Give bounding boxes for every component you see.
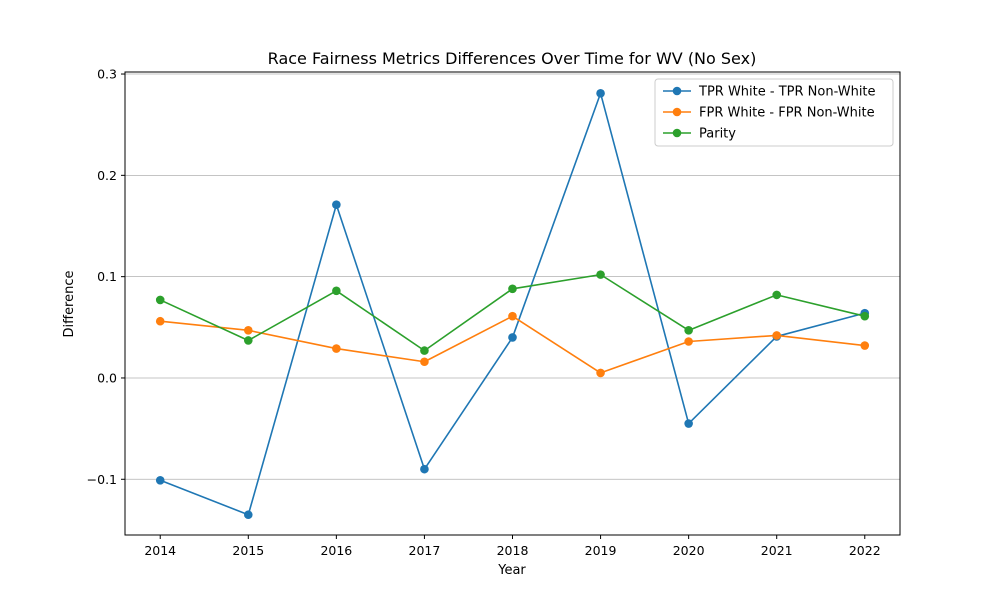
- legend-marker: [672, 128, 682, 138]
- data-point: [243, 510, 253, 520]
- y-tick-label: 0.0: [97, 370, 117, 385]
- x-axis-ticks: 2014 2015 2016 2017 2018 2019 2020 2021 2022: [144, 535, 881, 558]
- y-tick-label: 0.2: [97, 168, 117, 183]
- data-point: [155, 475, 165, 485]
- x-tick-label: 2016: [320, 543, 352, 558]
- x-tick-label: 2014: [144, 543, 176, 558]
- data-point: [332, 286, 341, 296]
- data-point: [860, 341, 870, 350]
- chart-title: Race Fairness Metrics Differences Over T…: [268, 49, 757, 68]
- data-point: [243, 326, 253, 335]
- x-tick-label: 2017: [409, 543, 441, 558]
- legend-label: TPR White - TPR Non-White: [698, 85, 876, 100]
- series-2: [155, 311, 870, 378]
- data-point: [684, 337, 693, 346]
- x-tick-label: 2019: [585, 543, 617, 558]
- data-point: [684, 326, 693, 335]
- series-layer: [155, 88, 870, 520]
- data-point: [508, 333, 517, 342]
- x-tick-label: 2018: [497, 543, 529, 558]
- legend: TPR White - TPR Non-White FPR White - FPR…: [654, 78, 894, 147]
- data-point: [596, 368, 605, 378]
- data-point: [508, 311, 517, 321]
- data-point: [684, 419, 693, 428]
- legend-item: Parity: [663, 127, 736, 142]
- data-point: [596, 270, 605, 279]
- legend-item: FPR White - FPR Non-White: [663, 106, 875, 121]
- legend-item: TPR White - TPR Non-White: [663, 85, 876, 100]
- series-1: [155, 88, 870, 520]
- y-axis-ticks: −0.1 0.0 0.1 0.2 0.3: [87, 67, 125, 487]
- gridlines: [125, 73, 900, 480]
- legend-marker: [672, 107, 682, 117]
- data-point: [596, 88, 605, 98]
- y-tick-label: 0.3: [97, 67, 117, 82]
- y-tick-label: 0.1: [97, 269, 117, 284]
- x-axis-label: Year: [497, 563, 526, 578]
- data-point: [772, 331, 782, 340]
- data-point: [420, 357, 429, 367]
- x-tick-label: 2022: [849, 543, 881, 558]
- data-point: [332, 200, 341, 210]
- legend-box: [654, 78, 894, 147]
- data-point: [772, 290, 782, 300]
- data-point: [420, 346, 429, 355]
- data-point: [332, 344, 341, 353]
- legend-label: Parity: [699, 127, 736, 142]
- series-3: [155, 270, 870, 355]
- y-axis-label: Difference: [62, 270, 77, 337]
- y-tick-label: −0.1: [87, 472, 117, 487]
- legend-marker: [672, 86, 682, 96]
- legend-label: FPR White - FPR Non-White: [699, 106, 875, 121]
- data-point: [243, 336, 253, 345]
- data-point: [508, 284, 517, 294]
- data-point: [860, 311, 870, 321]
- data-point: [155, 316, 165, 326]
- data-point: [420, 464, 429, 474]
- x-tick-label: 2015: [232, 543, 264, 558]
- x-tick-label: 2020: [673, 543, 705, 558]
- x-tick-label: 2021: [761, 543, 793, 558]
- data-point: [155, 295, 165, 305]
